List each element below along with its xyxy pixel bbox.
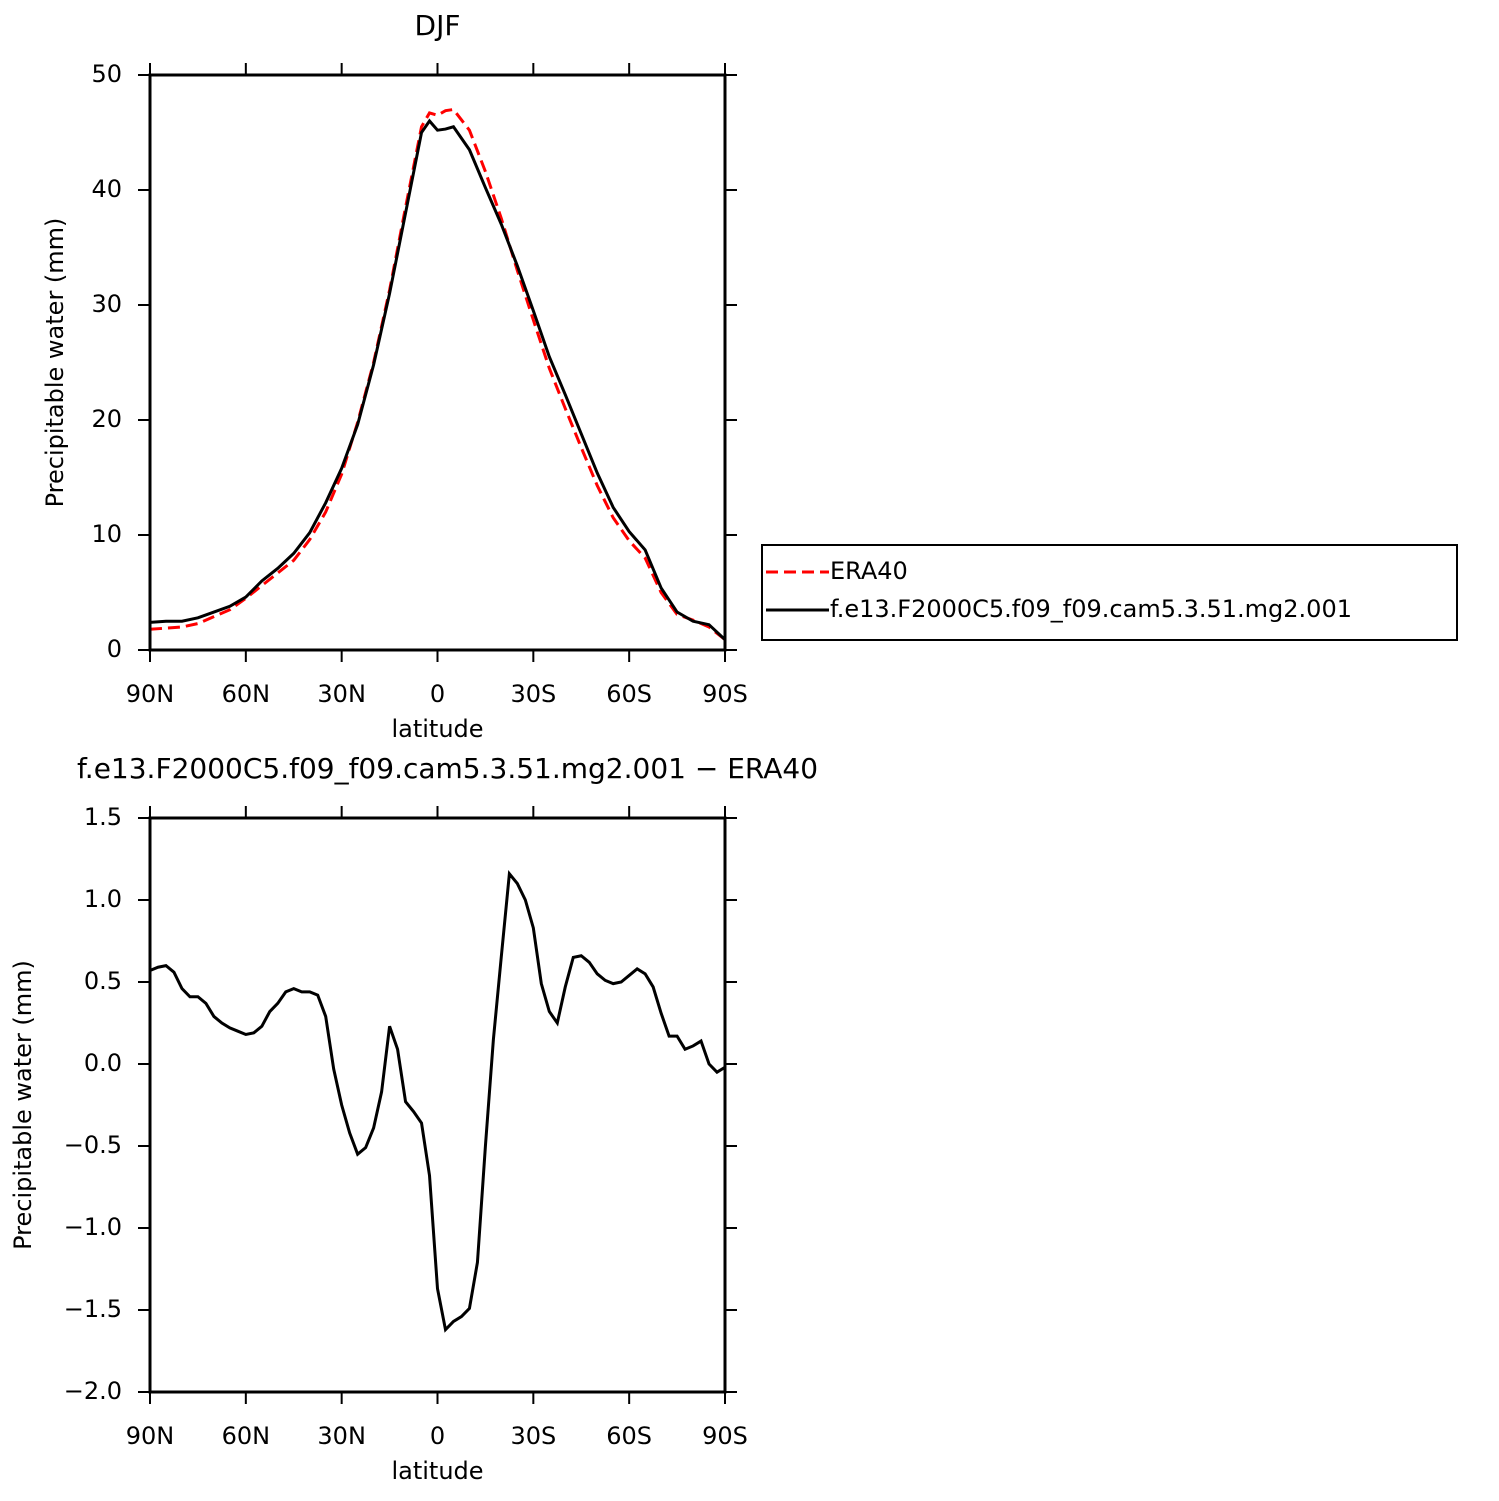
chart-title: DJF [415,9,461,42]
plot-frame [148,816,727,1394]
y-tick-label: −1.5 [64,1295,122,1323]
data-line [149,118,727,641]
plot-frame [148,73,727,652]
x-axis-label: latitude [391,715,483,743]
y-tick-label: 30 [91,290,122,318]
y-tick-label: −2.0 [64,1377,122,1405]
data-line [149,869,726,1333]
x-tick-label: 60S [606,680,652,708]
legend-label: f.e13.F2000C5.f09_f09.cam5.3.51.mg2.001 [830,595,1352,623]
y-tick-label: 1.0 [84,885,122,913]
x-axis-label: latitude [391,1457,483,1485]
x-tick-label: 30S [510,1422,556,1450]
y-axis-label: Precipitable water (mm) [41,218,69,508]
y-tick-label: 0.0 [84,1049,122,1077]
y-tick-label: −0.5 [64,1131,122,1159]
x-tick-label: 90N [126,1422,175,1450]
x-tick-label: 60N [222,1422,271,1450]
y-tick-label: 10 [91,520,122,548]
x-tick-label: 90N [126,680,175,708]
x-tick-label: 0 [430,1422,445,1450]
y-tick-label: 40 [91,175,122,203]
x-tick-label: 0 [430,680,445,708]
x-tick-label: 60S [606,1422,652,1450]
y-tick-label: 0.5 [84,967,122,995]
x-tick-label: 60N [222,680,271,708]
y-tick-label: −1.0 [64,1213,122,1241]
legend-box [761,544,1458,641]
y-tick-label: 20 [91,405,122,433]
chart-title: f.e13.F2000C5.f09_f09.cam5.3.51.mg2.001 … [77,752,818,785]
y-tick-label: 0 [107,635,122,663]
x-tick-label: 30N [317,680,366,708]
y-axis-label: Precipitable water (mm) [9,960,37,1250]
x-tick-label: 90S [702,680,748,708]
y-tick-label: 1.5 [84,803,122,831]
x-tick-label: 90S [702,1422,748,1450]
y-tick-label: 50 [91,60,122,88]
x-tick-label: 30N [317,1422,366,1450]
legend-label: ERA40 [830,557,908,585]
data-line [149,107,726,641]
x-tick-label: 30S [510,680,556,708]
